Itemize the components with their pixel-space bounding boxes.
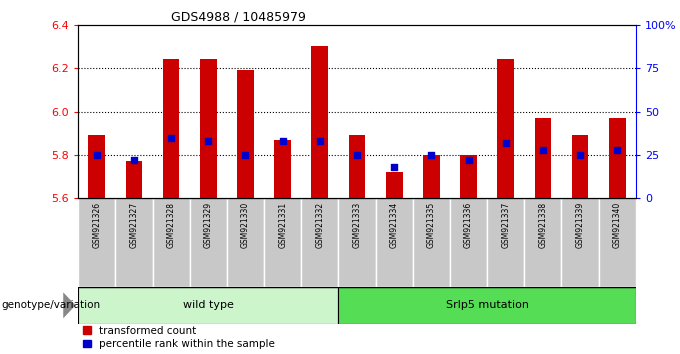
Point xyxy=(389,164,400,170)
Point xyxy=(352,152,362,158)
Point xyxy=(314,138,325,144)
Point xyxy=(166,135,177,140)
Text: GSM921340: GSM921340 xyxy=(613,202,622,248)
Bar xyxy=(487,198,524,287)
Bar xyxy=(274,140,291,198)
Text: GSM921338: GSM921338 xyxy=(539,202,547,248)
Bar xyxy=(116,198,152,287)
Bar xyxy=(152,198,190,287)
Point xyxy=(500,140,511,145)
Bar xyxy=(200,59,217,198)
Text: GSM921327: GSM921327 xyxy=(129,202,139,248)
Bar xyxy=(301,198,339,287)
Bar xyxy=(497,59,514,198)
Point xyxy=(463,157,474,163)
Bar xyxy=(78,198,116,287)
Point xyxy=(203,138,214,144)
Bar xyxy=(386,172,403,198)
Bar xyxy=(339,287,636,324)
Point xyxy=(575,152,585,158)
Text: GSM921339: GSM921339 xyxy=(575,202,585,248)
Bar xyxy=(311,46,328,198)
Text: GSM921331: GSM921331 xyxy=(278,202,287,248)
Bar xyxy=(237,70,254,198)
Text: GSM921330: GSM921330 xyxy=(241,202,250,248)
Bar xyxy=(375,198,413,287)
Text: GSM921335: GSM921335 xyxy=(427,202,436,248)
Bar xyxy=(227,198,264,287)
Bar xyxy=(88,135,105,198)
Text: GSM921328: GSM921328 xyxy=(167,202,175,248)
Bar xyxy=(190,198,227,287)
Text: GSM921326: GSM921326 xyxy=(92,202,101,248)
Bar xyxy=(126,161,142,198)
Point xyxy=(426,152,437,158)
Bar xyxy=(413,198,450,287)
Point xyxy=(277,138,288,144)
Text: GSM921329: GSM921329 xyxy=(204,202,213,248)
Text: GSM921337: GSM921337 xyxy=(501,202,510,248)
Point xyxy=(537,147,548,153)
Bar xyxy=(598,198,636,287)
Bar xyxy=(524,198,562,287)
Legend: transformed count, percentile rank within the sample: transformed count, percentile rank withi… xyxy=(84,326,275,349)
Text: Srlp5 mutation: Srlp5 mutation xyxy=(445,300,528,310)
Point xyxy=(240,152,251,158)
Bar xyxy=(163,59,180,198)
Bar xyxy=(572,135,588,198)
Text: GSM921332: GSM921332 xyxy=(316,202,324,248)
Point xyxy=(129,157,139,163)
Bar xyxy=(423,155,440,198)
Text: wild type: wild type xyxy=(183,300,234,310)
Bar xyxy=(264,198,301,287)
Point xyxy=(612,147,623,153)
Bar xyxy=(460,155,477,198)
Bar xyxy=(534,118,551,198)
Text: GSM921333: GSM921333 xyxy=(352,202,362,248)
Bar xyxy=(450,198,487,287)
Bar xyxy=(562,198,598,287)
Text: GSM921336: GSM921336 xyxy=(464,202,473,248)
Text: GDS4988 / 10485979: GDS4988 / 10485979 xyxy=(171,11,305,24)
Bar xyxy=(339,198,375,287)
Bar xyxy=(78,287,339,324)
Bar xyxy=(349,135,365,198)
Bar xyxy=(609,118,626,198)
Point xyxy=(91,152,102,158)
Text: GSM921334: GSM921334 xyxy=(390,202,398,248)
Text: genotype/variation: genotype/variation xyxy=(1,300,101,310)
Polygon shape xyxy=(63,292,75,318)
